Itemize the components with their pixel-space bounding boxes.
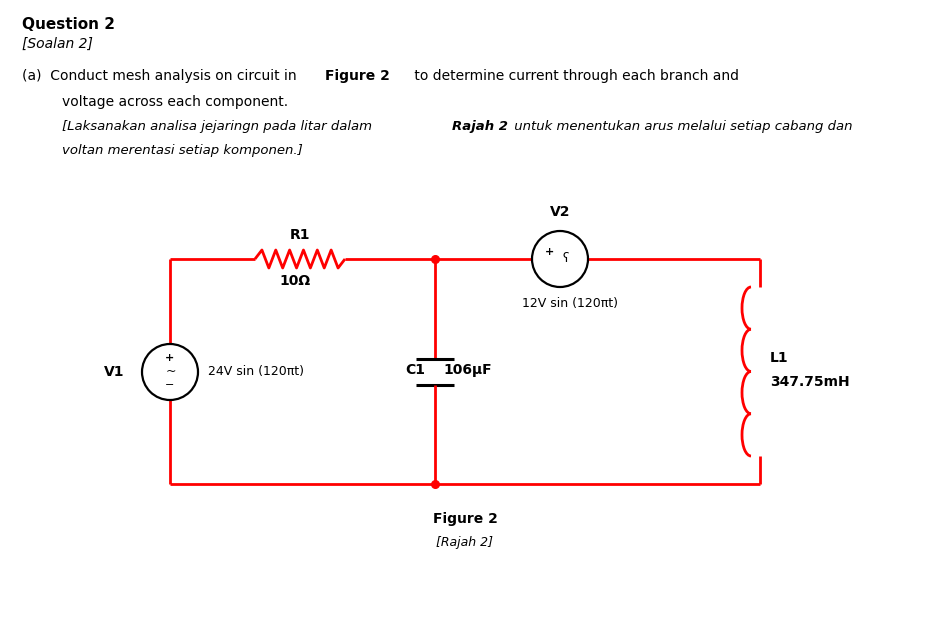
Text: R1: R1 bbox=[290, 228, 310, 242]
Text: 106μF: 106μF bbox=[443, 363, 491, 377]
Text: C1: C1 bbox=[405, 363, 425, 377]
Text: Figure 2: Figure 2 bbox=[325, 69, 390, 83]
Text: Figure 2: Figure 2 bbox=[432, 512, 498, 526]
Text: Rajah 2: Rajah 2 bbox=[452, 120, 508, 133]
Text: to determine current through each branch and: to determine current through each branch… bbox=[410, 69, 739, 83]
Text: 12V sin (120πt): 12V sin (120πt) bbox=[522, 297, 618, 310]
Text: [Rajah 2]: [Rajah 2] bbox=[436, 536, 494, 549]
Text: +: + bbox=[545, 247, 555, 257]
Text: voltan merentasi setiap komponen.]: voltan merentasi setiap komponen.] bbox=[62, 144, 303, 157]
Text: Question 2: Question 2 bbox=[22, 17, 115, 32]
Text: V2: V2 bbox=[550, 205, 570, 219]
Text: 10Ω: 10Ω bbox=[280, 274, 310, 288]
Text: ~: ~ bbox=[166, 365, 176, 377]
Text: +: + bbox=[165, 353, 174, 363]
Text: 347.75mH: 347.75mH bbox=[770, 375, 850, 388]
Text: [Laksanakan analisa jejaringn pada litar dalam: [Laksanakan analisa jejaringn pada litar… bbox=[62, 120, 377, 133]
Text: (a)  Conduct mesh analysis on circuit in: (a) Conduct mesh analysis on circuit in bbox=[22, 69, 301, 83]
Text: ʕ: ʕ bbox=[563, 252, 569, 265]
Text: L1: L1 bbox=[770, 350, 788, 365]
Text: [Soalan 2]: [Soalan 2] bbox=[22, 37, 93, 51]
Text: untuk menentukan arus melalui setiap cabang dan: untuk menentukan arus melalui setiap cab… bbox=[510, 120, 853, 133]
Text: 24V sin (120πt): 24V sin (120πt) bbox=[208, 366, 304, 379]
Text: V1: V1 bbox=[103, 365, 124, 379]
Text: −: − bbox=[165, 380, 174, 390]
Text: voltage across each component.: voltage across each component. bbox=[62, 95, 288, 109]
